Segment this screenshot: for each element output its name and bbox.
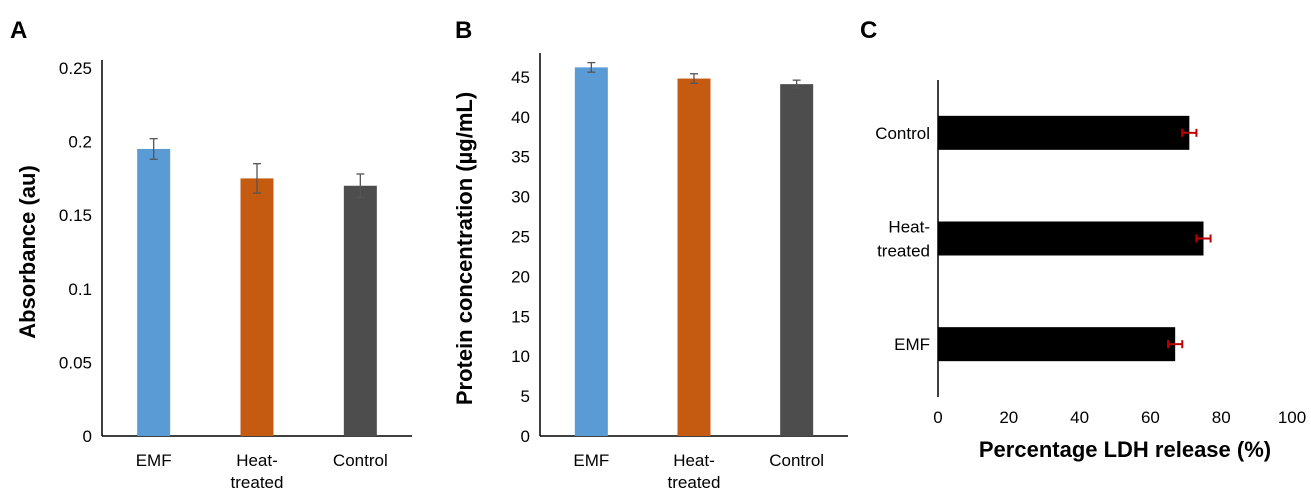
x-tick-label: Control (333, 451, 388, 470)
y-tick-label: 45 (511, 68, 530, 87)
panel-letter-c: C (860, 17, 877, 44)
x-tick-label: 40 (1070, 408, 1089, 427)
x-tick-label: 80 (1212, 408, 1231, 427)
x-tick-label: 0 (933, 408, 942, 427)
y-tick-label: 0 (83, 427, 92, 446)
panel-letter-b: B (455, 17, 472, 44)
x-tick-label: EMF (573, 451, 609, 470)
y-tick-label: 0.25 (59, 59, 92, 78)
x-tick-label: Heat- (673, 451, 715, 470)
x-tick-label: treated (668, 473, 721, 492)
y-tick-label: 35 (511, 148, 530, 167)
y-tick-label: 0.15 (59, 206, 92, 225)
y-tick-label: 30 (511, 188, 530, 207)
bar-heat-treated (938, 221, 1204, 256)
y-axis-title: Absorbance (au) (15, 165, 40, 339)
x-tick-label: 100 (1278, 408, 1306, 427)
y-tick-label: treated (877, 242, 930, 261)
x-tick-label: EMF (136, 451, 172, 470)
chart-absorbance: 0 0.05 0.1 0.15 0.2 0.25 EMF Heat-treated Contro… (15, 59, 412, 492)
y-tick-label: Control (875, 124, 930, 143)
bar-heat-treated (240, 178, 274, 436)
chart-ldh-release: 0 20 40 60 80 100 Control Heat-treated EMF Percen… (875, 80, 1306, 462)
x-tick-label: 20 (999, 408, 1018, 427)
y-tick-label: 40 (511, 108, 530, 127)
y-tick-label: 20 (511, 267, 530, 286)
y-tick-label: EMF (894, 335, 930, 354)
panel-letter-a: A (10, 17, 27, 44)
x-axis-title: Percentage LDH release (%) (979, 437, 1271, 462)
y-tick-label: 15 (511, 307, 530, 326)
bar-emf (938, 327, 1176, 362)
y-tick-label: 0 (521, 427, 530, 446)
y-tick-label: 0.1 (68, 280, 92, 299)
bar-heat-treated (677, 78, 711, 436)
x-tick-label: treated (231, 473, 284, 492)
y-tick-label: Heat- (888, 218, 930, 237)
bar-control (343, 185, 377, 436)
bar-emf (137, 148, 171, 436)
x-tick-label: Heat- (236, 451, 278, 470)
y-axis-title: Protein concentration (µg/mL) (452, 92, 477, 405)
y-tick-label: 25 (511, 228, 530, 247)
chart-protein-concentration: 0 5 10 15 20 25 30 35 40 45 EMF Heat-treated Control… (452, 53, 848, 492)
bar-control (938, 115, 1190, 150)
y-tick-label: 0.05 (59, 353, 92, 372)
y-tick-label: 10 (511, 347, 530, 366)
x-tick-label: Control (769, 451, 824, 470)
y-tick-label: 5 (521, 387, 530, 406)
y-tick-label: 0.2 (68, 133, 92, 152)
bar-control (780, 84, 814, 436)
bar-emf (574, 67, 608, 436)
x-tick-label: 60 (1141, 408, 1160, 427)
